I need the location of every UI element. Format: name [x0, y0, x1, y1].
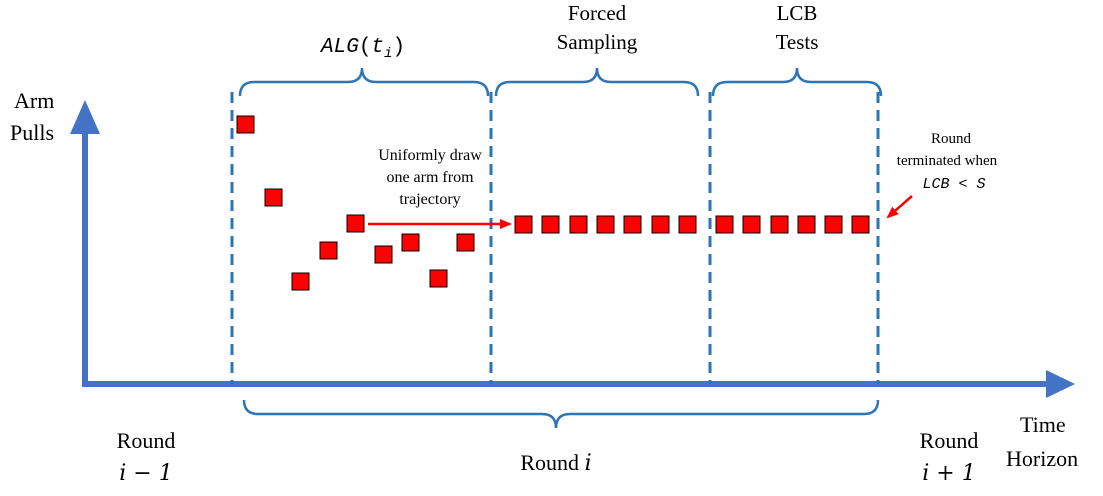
forced-marker: [651, 215, 670, 234]
x-axis-arrowhead: [1046, 370, 1075, 398]
forced-label-line2: Sampling: [557, 30, 638, 54]
lcb-label-line1: LCB: [777, 1, 818, 25]
lcb-marker: [715, 215, 734, 234]
round-next-line1: Round: [920, 428, 979, 453]
lcb-marker: [797, 215, 816, 234]
round-current-label: Round i: [520, 450, 591, 476]
trajectory-marker: [319, 241, 338, 260]
lcb-marker: [824, 215, 843, 234]
bracket-forced: [494, 67, 700, 97]
forced-marker: [569, 215, 588, 234]
alg-var: t: [371, 36, 384, 59]
forced-marker: [541, 215, 560, 234]
alg-paren-close: ): [392, 36, 405, 59]
y-axis-arrowhead: [70, 100, 100, 134]
draw-note-line2: one arm from: [386, 169, 474, 186]
lcb-markers: [715, 215, 870, 234]
y-axis-label-line1: Arm: [14, 88, 54, 113]
termination-condition: LCB < S: [922, 176, 985, 193]
alg-label: ALG(ti): [319, 36, 405, 62]
lcb-marker: [770, 215, 789, 234]
trajectory-marker: [456, 233, 475, 252]
forced-marker: [623, 215, 642, 234]
alg-text: ALG: [319, 36, 359, 59]
termination-note-line2: terminated when: [897, 153, 998, 169]
x-axis-label-line2: Horizon: [1006, 446, 1078, 471]
termination-arrow: [886, 195, 913, 219]
bracket-round-i: [242, 399, 880, 429]
bracket-alg: [238, 67, 490, 97]
lcb-marker: [742, 215, 761, 234]
forced-marker: [678, 215, 697, 234]
round-current-var: i: [585, 451, 592, 476]
bracket-lcb: [711, 67, 883, 97]
alg-sub: i: [384, 46, 392, 62]
trajectory-marker: [236, 115, 255, 134]
phase-separators: [230, 92, 880, 384]
forced-label-line1: Forced: [568, 1, 627, 25]
round-current-word: Round: [520, 450, 579, 475]
trajectory-marker: [429, 269, 448, 288]
trajectory-marker: [291, 272, 310, 291]
lcb-label-line2: Tests: [776, 30, 819, 54]
round-prev-line1: Round: [117, 428, 176, 453]
round-prev-line2: i − 1: [119, 461, 172, 486]
trajectory-marker: [346, 214, 365, 233]
x-axis-label-line1: Time: [1020, 412, 1066, 437]
trajectory-marker: [401, 233, 420, 252]
forced-marker: [514, 215, 533, 234]
y-axis-label-line2: Pulls: [10, 120, 54, 145]
trajectory-marker: [374, 245, 393, 264]
forced-markers: [514, 215, 697, 234]
round-next-line2: i + 1: [922, 461, 975, 486]
forced-marker: [596, 215, 615, 234]
termination-note-line1: Round: [931, 131, 972, 147]
draw-note-line3: trajectory: [399, 191, 460, 208]
draw-note-line1: Uniformly draw: [378, 147, 482, 164]
trajectory-markers: [236, 115, 475, 291]
phase-brackets: [238, 67, 883, 429]
alg-paren-open: (: [359, 36, 372, 59]
lcb-marker: [851, 215, 870, 234]
trajectory-marker: [264, 188, 283, 207]
